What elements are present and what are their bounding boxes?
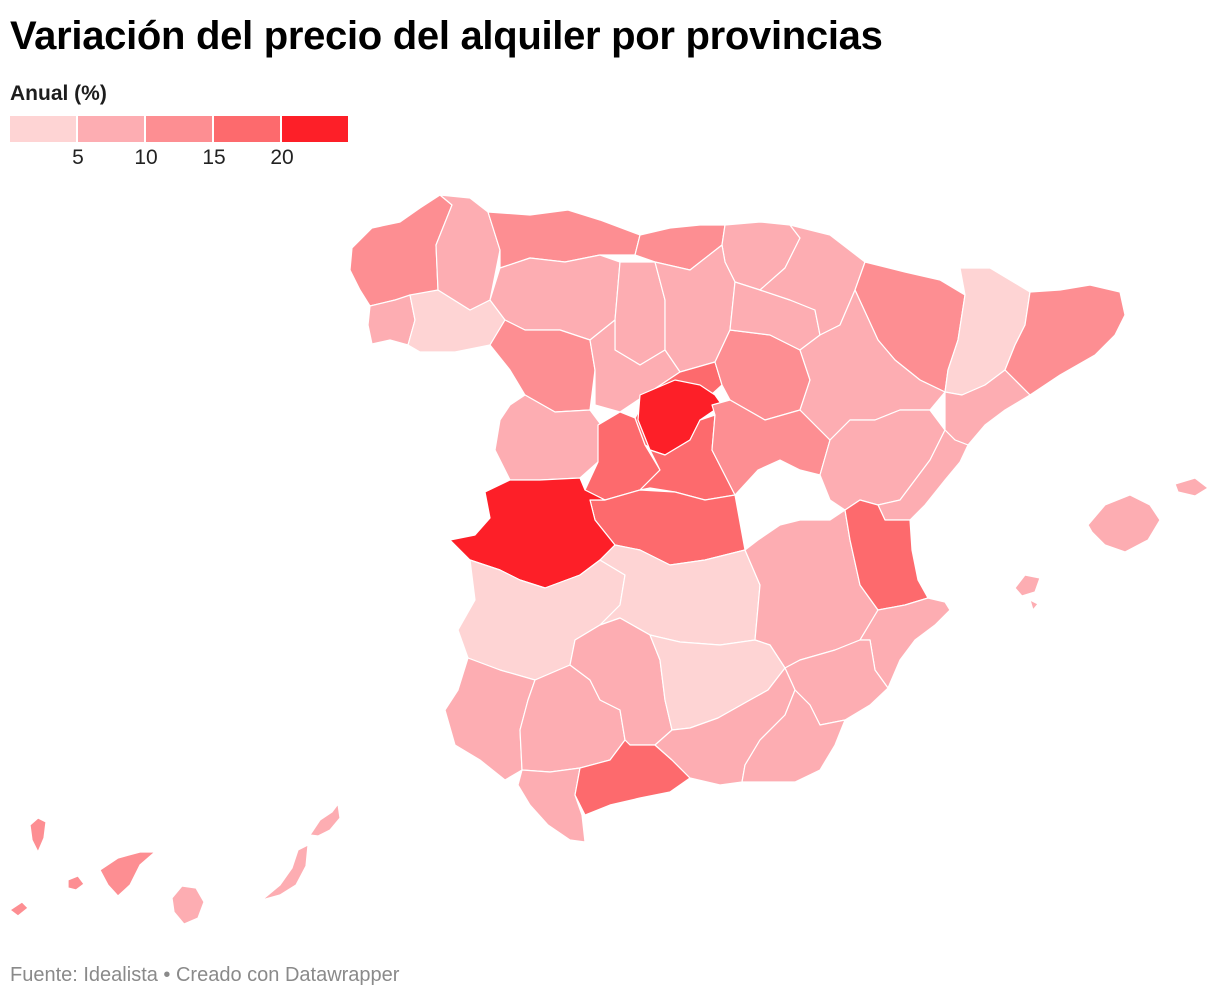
province-lugo[interactable] xyxy=(435,194,501,311)
legend-tick-15: 15 xyxy=(202,146,226,169)
province-zaragoza[interactable] xyxy=(799,289,946,441)
province-asturias[interactable] xyxy=(487,209,641,269)
province-navarra[interactable] xyxy=(759,224,866,336)
province-menorca[interactable] xyxy=(1174,477,1209,497)
province-valencia[interactable] xyxy=(844,499,929,611)
legend-tick-10: 10 xyxy=(134,146,158,169)
province-el-hierro[interactable] xyxy=(9,901,29,917)
province-tenerife[interactable] xyxy=(99,851,156,897)
province-almeria[interactable] xyxy=(741,689,846,783)
province-mallorca[interactable] xyxy=(1087,494,1161,553)
province-la-palma[interactable] xyxy=(29,817,47,853)
province-la-gomera[interactable] xyxy=(67,875,85,891)
legend-swatch-bin-2 xyxy=(78,116,144,142)
legend-swatch-bin-4 xyxy=(214,116,280,142)
legend-title: Anual (%) xyxy=(10,82,107,105)
province-ibiza[interactable] xyxy=(1014,574,1041,611)
legend-swatch-bin-5 xyxy=(282,116,348,142)
province-cadiz[interactable] xyxy=(517,767,586,843)
province-cuenca[interactable] xyxy=(711,399,831,496)
province-barcelona-girona[interactable] xyxy=(1004,284,1126,396)
legend-swatch-bin-1 xyxy=(10,116,76,142)
province-lanzarote[interactable] xyxy=(309,803,341,837)
spain-province-map xyxy=(9,194,1209,925)
chart-title: Variación del precio del alquiler por pr… xyxy=(10,14,883,58)
legend-color-scale xyxy=(10,116,350,142)
source-credit: Fuente: Idealista • Creado con Datawrapp… xyxy=(10,964,400,986)
province-salamanca[interactable] xyxy=(494,394,606,481)
province-gran-canaria[interactable] xyxy=(171,885,205,925)
legend-tick-20: 20 xyxy=(270,146,294,169)
province-fuerteventura[interactable] xyxy=(261,844,309,901)
legend-tick-5: 5 xyxy=(72,146,84,169)
province-palencia[interactable] xyxy=(614,261,666,366)
legend-swatch-bin-3 xyxy=(146,116,212,142)
